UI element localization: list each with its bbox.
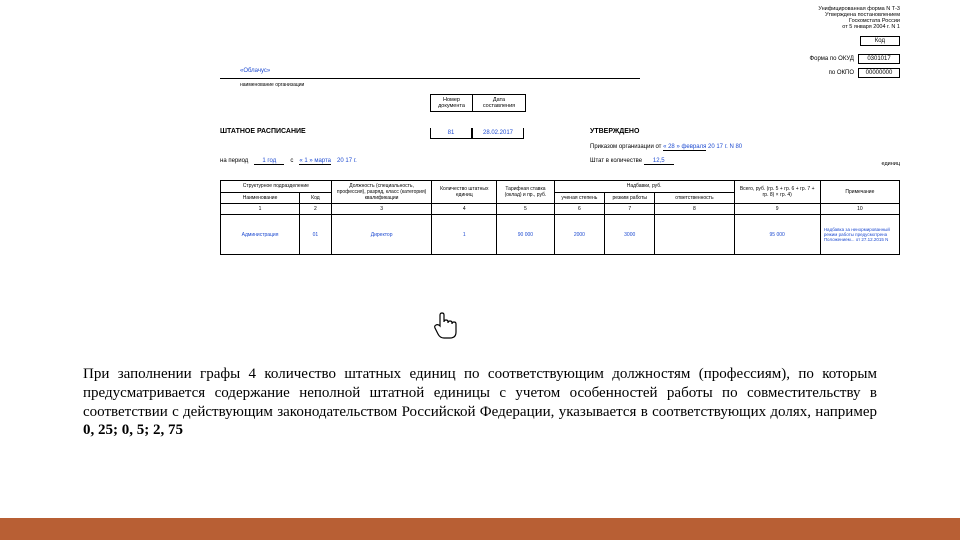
form-header-text: Унифицированная форма N Т-3 Утверждена п… [220, 6, 900, 30]
order-text: Приказом организации от [590, 144, 661, 150]
th-note: Примечание [820, 181, 899, 204]
order-date: « 28 » февраля [663, 144, 706, 151]
doc-num-label: Номер документа [431, 95, 473, 111]
row1-count: 1 [432, 215, 497, 255]
colnum-1: 1 [221, 204, 300, 215]
row1-code: 01 [300, 215, 332, 255]
approved-line-3: от 5 января 2004 г. N 1 [220, 24, 900, 30]
form-title: ШТАТНОЕ РАСПИСАНИЕ [220, 128, 306, 135]
row1-rate: 90 000 [497, 215, 555, 255]
period-from: « 1 » марта [299, 158, 331, 165]
row1-name: Администрация [221, 215, 300, 255]
okud-value: 0301017 [858, 54, 900, 64]
colnum-3: 3 [331, 204, 432, 215]
staffing-table: Структурное подразделение Должность (спе… [220, 180, 900, 255]
okpo-label: по ОКПО [829, 70, 854, 76]
doc-values-row: 81 28.02.2017 [430, 128, 524, 139]
hand-cursor-icon [432, 310, 460, 349]
period-label: на период [220, 158, 248, 165]
th-position: Должность (специальность, профессия), ра… [331, 181, 432, 204]
period-year: 1 год [254, 158, 284, 165]
bottom-accent-bar [0, 518, 960, 540]
okpo-value: 00000000 [858, 68, 900, 78]
doc-date: 28.02.2017 [472, 128, 524, 139]
order-info: Приказом организации от « 28 » февраля 2… [590, 144, 742, 151]
colnum-4: 4 [432, 204, 497, 215]
staff-value: 12,5 [644, 158, 674, 165]
kod-label: Код [860, 36, 900, 46]
row1-nad2: 3000 [605, 215, 655, 255]
row1-nad3 [655, 215, 734, 255]
colnum-5: 5 [497, 204, 555, 215]
date-label: Дата составления [473, 95, 525, 111]
row1-note: Надбавка за ненормированный режим работы… [820, 215, 899, 255]
org-underline [220, 78, 640, 79]
period-row: на период 1 год с « 1 » марта 20 17 г. [220, 158, 357, 165]
okud-label: Форма по ОКУД [810, 56, 854, 62]
colnum-8: 8 [655, 204, 734, 215]
organization-name: «Облачус» [240, 68, 270, 74]
doc-header-block: Номер документа Дата составления [430, 94, 526, 112]
period-year2: 20 17 г. [337, 158, 357, 165]
row1-total: 95 000 [734, 215, 820, 255]
staff-count-row: Штат в количестве 12,5 [590, 158, 674, 165]
th-nad2: резким работы [605, 192, 655, 204]
org-sublabel: наименование организации [240, 82, 304, 88]
colnum-6: 6 [554, 204, 604, 215]
colnum-10: 10 [820, 204, 899, 215]
okpo-row: по ОКПО 00000000 [829, 68, 900, 78]
th-nad3: ответственность [655, 192, 734, 204]
units-label: единиц [882, 161, 900, 167]
colnum-7: 7 [605, 204, 655, 215]
order-num: 20 17 г. N 80 [708, 144, 742, 150]
doc-number: 81 [430, 128, 472, 139]
colnum-2: 2 [300, 204, 332, 215]
row1-nad1: 2000 [554, 215, 604, 255]
instruction-paragraph: При заполнении графы 4 количество штатны… [83, 365, 877, 440]
th-rate: Тарифная ставка (оклад) и пр., руб. [497, 181, 555, 204]
th-structure: Структурное подразделение [221, 181, 332, 193]
th-code: Код [300, 192, 332, 204]
th-count: Количество штатных единиц [432, 181, 497, 204]
th-total: Всего, руб. (гр. 5 + гр. 6 + гр. 7 + гр.… [734, 181, 820, 204]
th-allowances: Надбавки, руб. [554, 181, 734, 193]
okud-row: Форма по ОКУД 0301017 [810, 54, 900, 64]
approved-label: УТВЕРЖДЕНО [590, 128, 639, 135]
row1-position: Директор [331, 215, 432, 255]
th-nad1: ученая степень [554, 192, 604, 204]
th-name: Наименование [221, 192, 300, 204]
colnum-9: 9 [734, 204, 820, 215]
form-image: Унифицированная форма N Т-3 Утверждена п… [220, 6, 900, 30]
staff-label: Штат в количестве [590, 158, 642, 164]
